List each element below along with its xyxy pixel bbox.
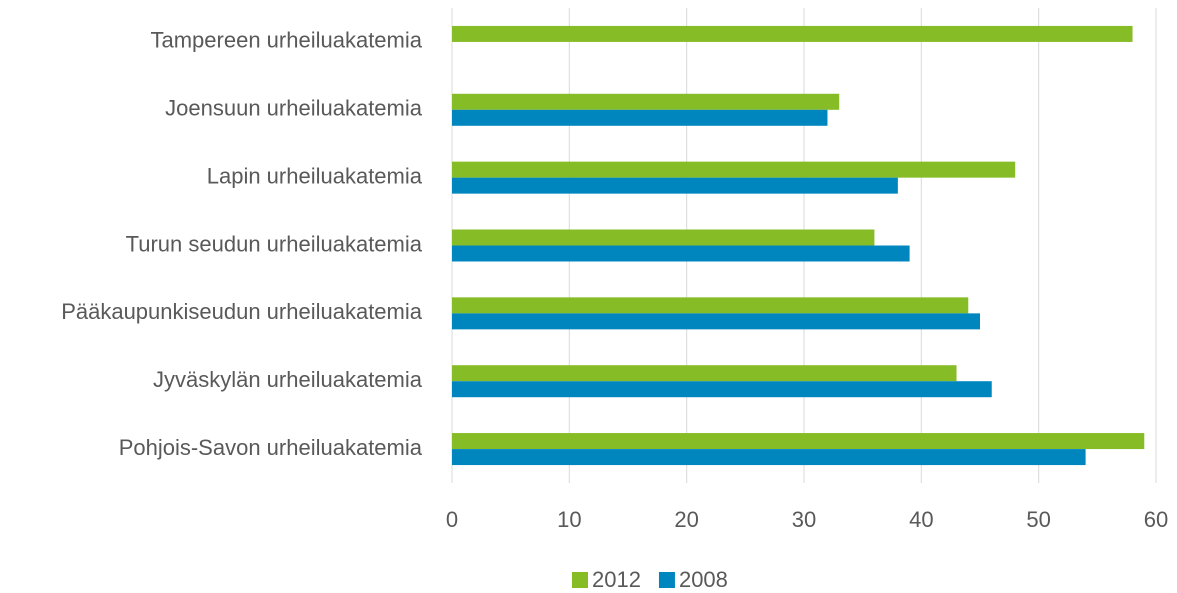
y-tick-label: Tampereen urheiluakatemia [151,28,423,53]
bar [452,25,1133,42]
bar [452,229,875,246]
bar [452,161,1016,178]
legend-swatch [572,572,588,588]
y-tick-label: Joensuun urheiluakatemia [165,96,423,121]
x-tick-label: 40 [909,507,933,532]
y-tick-label: Turun seudun urheiluakatemia [126,231,423,256]
bar [452,433,1145,450]
x-tick-label: 60 [1144,507,1168,532]
legend-label: 2012 [592,567,641,592]
bar [452,109,828,126]
bar [452,297,969,314]
x-tick-label: 0 [446,507,458,532]
y-tick-label: Pohjois-Savon urheiluakatemia [119,435,423,460]
y-tick-label: Jyväskylän urheiluakatemia [153,367,423,392]
x-tick-label: 10 [557,507,581,532]
legend-swatch [658,572,675,588]
bar [452,177,898,194]
y-tick-label: Pääkaupunkiseudun urheiluakatemia [61,299,423,324]
y-tick-label: Lapin urheiluakatemia [207,163,423,188]
bar [452,381,992,398]
bar [452,245,910,262]
x-tick-label: 30 [792,507,816,532]
bar [452,93,840,110]
x-tick-label: 50 [1026,507,1050,532]
legend-label: 2008 [679,567,728,592]
bar [452,365,957,382]
bar [452,313,980,330]
x-tick-label: 20 [674,507,698,532]
bar [452,449,1086,466]
